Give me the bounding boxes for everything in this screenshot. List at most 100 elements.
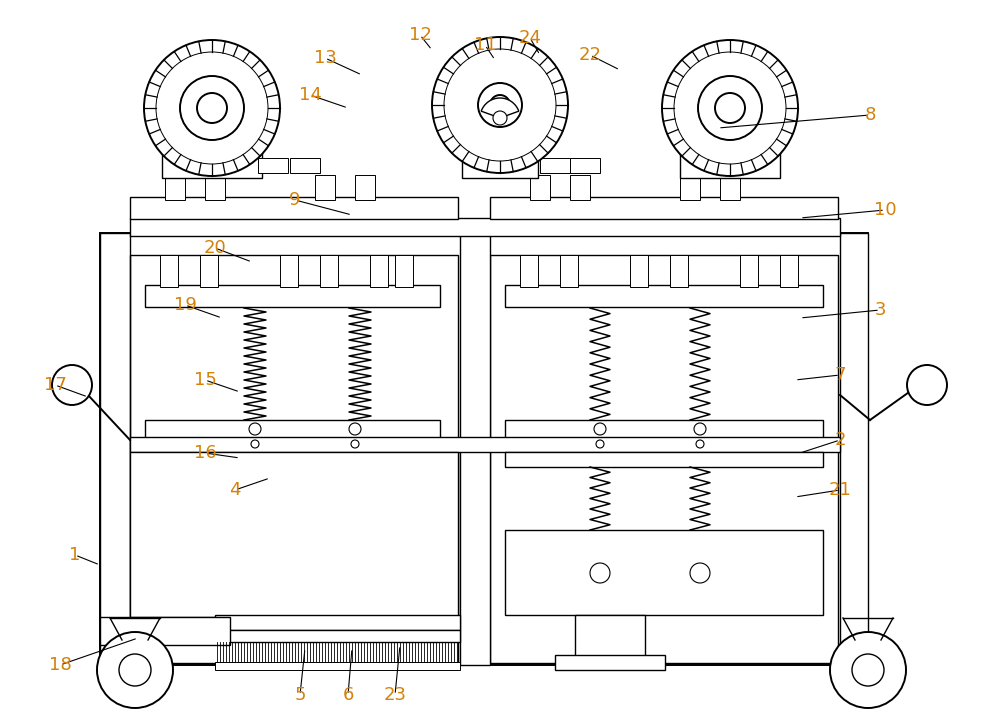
Text: 24: 24 xyxy=(518,29,542,47)
Bar xyxy=(315,175,335,200)
Circle shape xyxy=(830,632,906,708)
Circle shape xyxy=(694,423,706,435)
Circle shape xyxy=(444,49,556,161)
Text: 23: 23 xyxy=(384,686,406,704)
Bar xyxy=(740,255,758,287)
Text: 19: 19 xyxy=(174,296,196,314)
Circle shape xyxy=(696,440,704,448)
Text: 9: 9 xyxy=(289,191,301,209)
Bar xyxy=(160,255,178,287)
Bar xyxy=(575,615,645,660)
Text: 6: 6 xyxy=(342,686,354,704)
Text: 20: 20 xyxy=(204,239,226,257)
Bar xyxy=(215,615,460,630)
Bar xyxy=(100,233,868,665)
Bar xyxy=(505,285,823,307)
Circle shape xyxy=(907,365,947,405)
Text: 2: 2 xyxy=(834,431,846,449)
Circle shape xyxy=(349,423,361,435)
Text: 14: 14 xyxy=(299,86,321,104)
Circle shape xyxy=(52,365,92,405)
Bar xyxy=(258,158,288,173)
Bar xyxy=(520,255,538,287)
Circle shape xyxy=(662,40,798,176)
Circle shape xyxy=(144,40,280,176)
Circle shape xyxy=(351,440,359,448)
Circle shape xyxy=(590,563,610,583)
Text: 10: 10 xyxy=(874,201,896,219)
Bar xyxy=(540,158,570,173)
Circle shape xyxy=(197,93,227,123)
Bar xyxy=(530,175,550,200)
Bar xyxy=(370,255,388,287)
Text: 5: 5 xyxy=(294,686,306,704)
Bar xyxy=(460,233,490,665)
Bar xyxy=(490,255,838,663)
Bar xyxy=(462,150,538,178)
Circle shape xyxy=(119,654,151,686)
Bar xyxy=(100,617,230,645)
Text: 18: 18 xyxy=(49,656,71,674)
Bar xyxy=(570,175,590,200)
Circle shape xyxy=(180,76,244,140)
Bar xyxy=(280,255,298,287)
Bar xyxy=(695,143,770,155)
Bar xyxy=(205,175,225,200)
Text: 16: 16 xyxy=(194,444,216,462)
Bar xyxy=(130,452,458,617)
Bar xyxy=(175,143,250,155)
Bar xyxy=(474,100,526,145)
Wedge shape xyxy=(481,98,519,118)
Bar xyxy=(58,378,63,392)
Text: 15: 15 xyxy=(194,371,216,389)
Circle shape xyxy=(698,76,762,140)
Bar xyxy=(145,285,440,307)
Bar xyxy=(555,655,665,670)
Bar xyxy=(290,158,320,173)
Bar xyxy=(100,233,130,665)
Bar xyxy=(505,420,823,438)
Circle shape xyxy=(432,37,568,173)
Bar xyxy=(680,150,780,178)
Text: 12: 12 xyxy=(409,26,431,44)
Bar xyxy=(560,255,578,287)
Text: 1: 1 xyxy=(69,546,81,564)
Bar xyxy=(720,175,740,200)
Text: 8: 8 xyxy=(864,106,876,124)
Text: 13: 13 xyxy=(314,49,336,67)
Circle shape xyxy=(97,632,173,708)
Bar xyxy=(215,630,460,642)
Bar xyxy=(215,662,460,670)
Bar xyxy=(505,530,823,615)
Bar xyxy=(780,255,798,287)
Text: 3: 3 xyxy=(874,301,886,319)
Bar xyxy=(165,175,185,200)
Text: 21: 21 xyxy=(829,481,851,499)
Bar xyxy=(475,140,527,152)
Circle shape xyxy=(249,423,261,435)
Circle shape xyxy=(715,93,745,123)
Circle shape xyxy=(251,440,259,448)
Bar xyxy=(162,150,262,178)
Bar xyxy=(570,158,600,173)
Bar xyxy=(200,255,218,287)
Circle shape xyxy=(852,654,884,686)
Bar xyxy=(130,197,458,219)
Bar xyxy=(130,437,840,452)
Circle shape xyxy=(156,52,268,164)
Circle shape xyxy=(596,440,604,448)
Text: 11: 11 xyxy=(474,36,496,54)
Circle shape xyxy=(690,563,710,583)
Bar xyxy=(145,420,440,438)
Circle shape xyxy=(490,95,510,115)
Bar xyxy=(395,255,413,287)
Circle shape xyxy=(594,423,606,435)
Text: 7: 7 xyxy=(834,366,846,384)
Bar xyxy=(130,255,458,663)
Text: 22: 22 xyxy=(578,46,602,64)
Bar xyxy=(505,452,823,467)
Bar xyxy=(130,218,840,236)
Text: 4: 4 xyxy=(229,481,241,499)
Text: 17: 17 xyxy=(44,376,66,394)
Bar xyxy=(630,255,648,287)
